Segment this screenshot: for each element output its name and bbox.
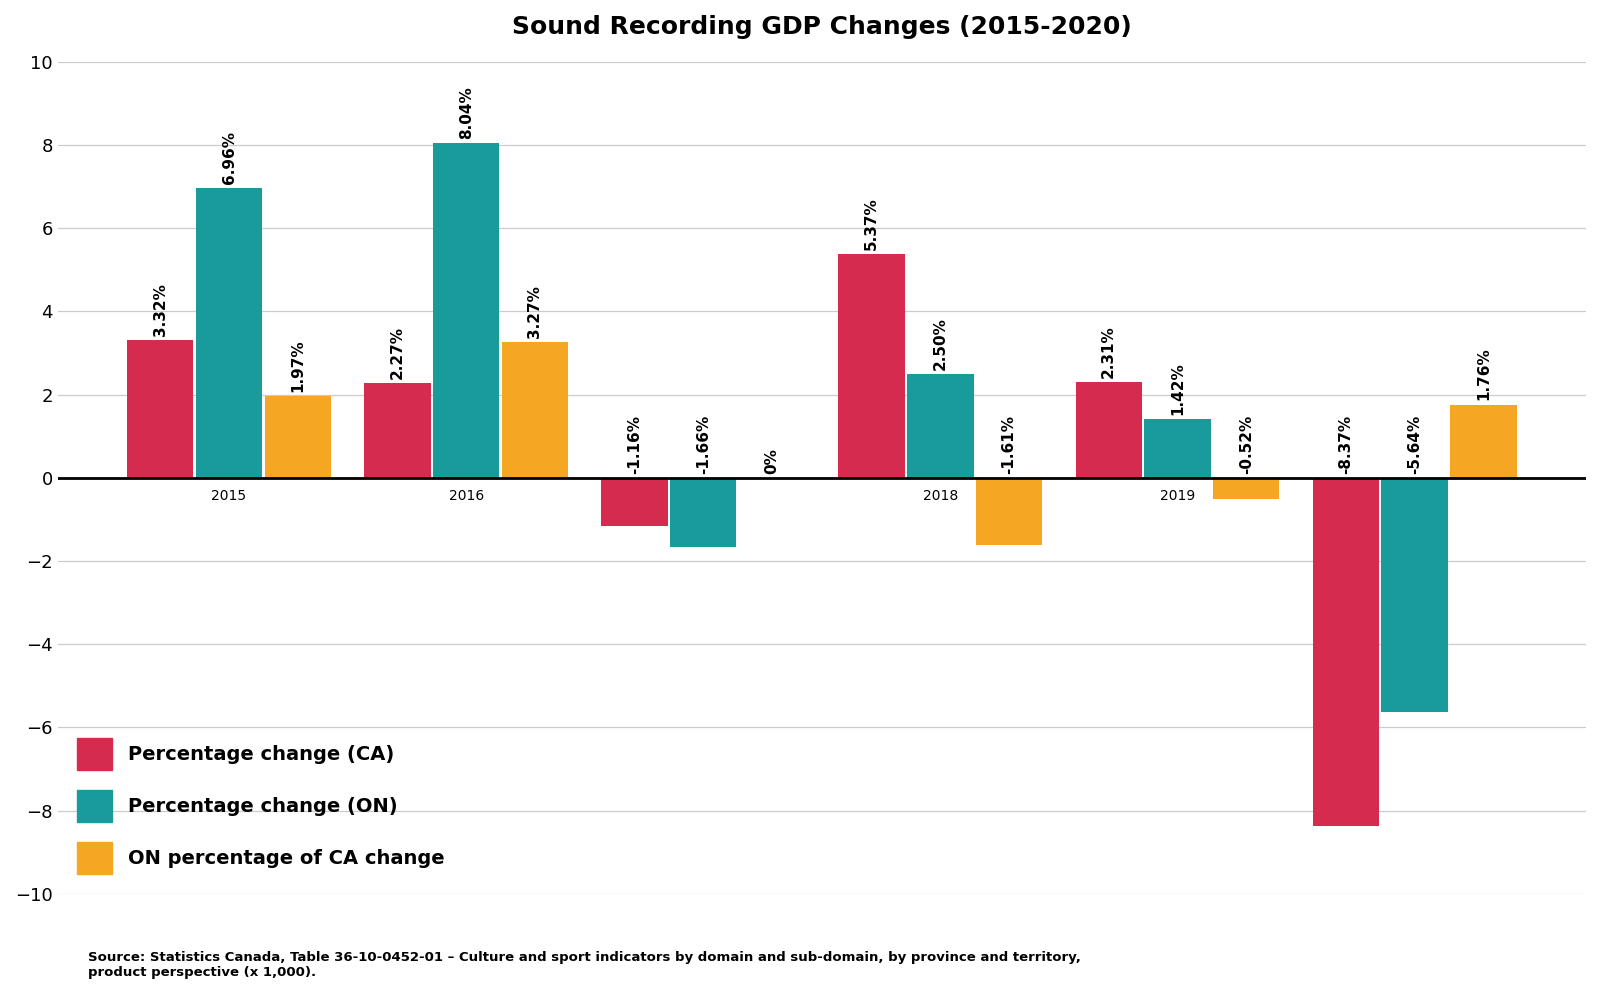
Bar <box>264 396 331 478</box>
Bar <box>671 478 736 547</box>
Bar <box>363 384 431 478</box>
Text: -1.66%: -1.66% <box>696 414 711 474</box>
Bar <box>602 478 668 526</box>
Legend: Percentage change (CA), Percentage change (ON), ON percentage of CA change: Percentage change (CA), Percentage chang… <box>67 728 455 884</box>
Bar <box>501 342 568 478</box>
Text: 2.27%: 2.27% <box>391 326 405 379</box>
Text: -5.64%: -5.64% <box>1407 414 1422 474</box>
Text: -0.52%: -0.52% <box>1239 414 1254 474</box>
Bar <box>1313 478 1378 826</box>
Bar <box>1145 418 1210 478</box>
Bar <box>195 188 263 478</box>
Text: 5.37%: 5.37% <box>865 198 879 250</box>
Text: 1.97%: 1.97% <box>290 339 306 392</box>
Text: -1.61%: -1.61% <box>1002 414 1017 474</box>
Text: -1.16%: -1.16% <box>628 414 642 474</box>
Text: 2.31%: 2.31% <box>1101 324 1116 378</box>
Bar <box>1076 382 1142 478</box>
Title: Sound Recording GDP Changes (2015-2020): Sound Recording GDP Changes (2015-2020) <box>512 15 1132 39</box>
Text: 1.76%: 1.76% <box>1476 348 1491 401</box>
Bar <box>1451 405 1516 478</box>
Bar <box>977 478 1042 545</box>
Bar <box>1214 478 1279 499</box>
Text: 0%: 0% <box>765 448 780 474</box>
Bar <box>432 143 500 478</box>
Text: Source: Statistics Canada, Table 36-10-0452-01 – Culture and sport indicators by: Source: Statistics Canada, Table 36-10-0… <box>88 951 1081 979</box>
Bar <box>908 374 973 478</box>
Text: -8.37%: -8.37% <box>1338 414 1353 474</box>
Bar <box>126 339 194 478</box>
Text: 6.96%: 6.96% <box>221 132 237 184</box>
Bar <box>1382 478 1447 712</box>
Text: 8.04%: 8.04% <box>458 86 474 139</box>
Text: 2.50%: 2.50% <box>933 316 948 370</box>
Bar <box>839 254 905 478</box>
Text: 1.42%: 1.42% <box>1170 362 1185 414</box>
Text: 3.32%: 3.32% <box>152 283 168 335</box>
Text: 3.27%: 3.27% <box>527 285 543 337</box>
